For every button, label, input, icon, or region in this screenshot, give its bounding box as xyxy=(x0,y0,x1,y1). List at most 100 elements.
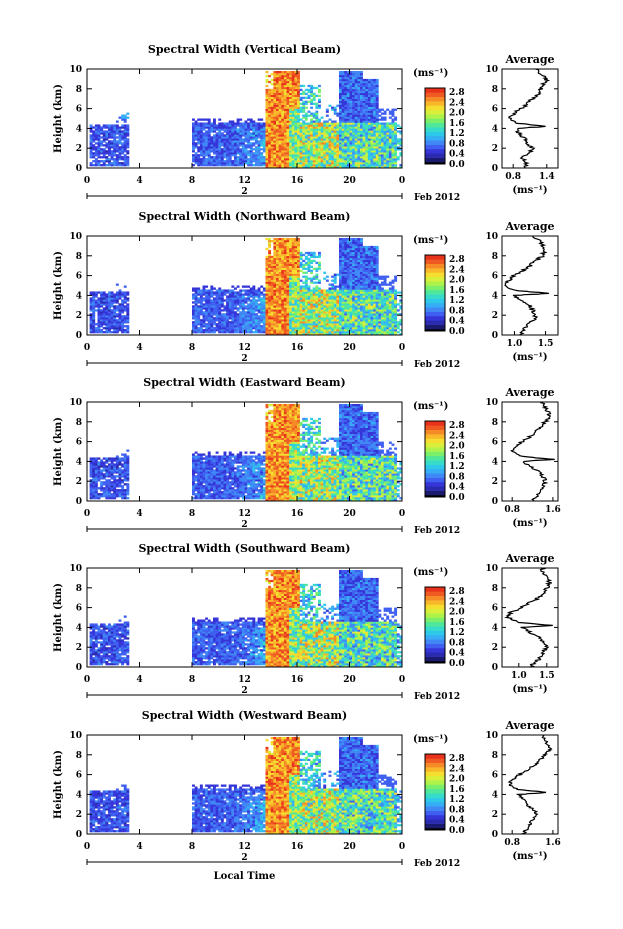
heatmap-cell xyxy=(357,80,361,84)
heatmap-cell xyxy=(89,164,93,167)
heatmap-cell xyxy=(336,154,340,157)
heatmap-cell xyxy=(236,321,240,324)
heatmap-cell xyxy=(276,74,279,78)
heatmap-cell xyxy=(270,283,274,286)
heatmap-cell xyxy=(388,150,392,153)
heatmap-cell xyxy=(310,118,314,121)
heatmap-cell xyxy=(302,317,306,320)
heatmap-cell xyxy=(341,321,345,324)
heatmap-cell xyxy=(299,84,303,88)
heatmap-cell xyxy=(281,94,285,98)
heatmap-cell xyxy=(108,150,111,153)
heatmap-cell xyxy=(386,134,390,137)
heatmap-cell xyxy=(278,122,282,125)
heatmap-cell xyxy=(312,134,316,137)
heatmap-cell xyxy=(278,319,282,322)
heatmap-cell xyxy=(304,281,308,284)
heatmap-cell xyxy=(310,166,314,169)
heatmap-cell xyxy=(268,325,272,328)
heatmap-cell xyxy=(302,313,306,316)
heatmap-cell xyxy=(247,307,251,310)
heatmap-cell xyxy=(323,291,327,294)
heatmap-cell xyxy=(265,166,269,169)
heatmap-cell xyxy=(294,142,298,145)
heatmap-cell xyxy=(349,106,353,109)
heatmap-cell xyxy=(207,319,211,322)
heatmap-cell xyxy=(220,297,224,300)
heatmap-cell xyxy=(339,323,342,326)
heatmap-cell xyxy=(100,148,104,151)
heatmap-cell xyxy=(194,331,198,334)
heatmap-cell xyxy=(362,116,366,119)
heatmap-cell xyxy=(318,124,321,127)
heatmap-cell xyxy=(294,138,298,141)
heatmap-cell xyxy=(299,130,303,133)
heatmap-cell xyxy=(247,128,251,131)
heatmap-cell xyxy=(289,271,293,274)
profile-frame xyxy=(501,68,559,169)
heatmap-cell xyxy=(375,146,379,149)
heatmap-cell xyxy=(105,311,109,314)
heatmap-cell xyxy=(268,158,272,161)
heatmap-cell xyxy=(294,249,298,253)
heatmap-cell xyxy=(289,255,293,259)
heatmap-cell xyxy=(231,162,235,165)
heatmap-cell xyxy=(352,76,356,80)
heatmap-cell xyxy=(339,92,342,96)
heatmap-cell xyxy=(213,148,216,151)
heatmap-cell xyxy=(289,299,293,302)
heatmap-cell xyxy=(370,118,374,121)
heatmap-cell xyxy=(228,142,232,145)
heatmap-cell xyxy=(202,305,206,308)
heatmap-cell xyxy=(367,92,371,96)
heatmap-cell xyxy=(218,138,222,141)
heatmap-cell xyxy=(231,321,235,324)
heatmap-cell xyxy=(328,303,332,306)
heatmap-cell xyxy=(202,323,206,326)
heatmap-cell xyxy=(207,293,211,296)
heatmap-cell xyxy=(299,295,303,298)
heatmap-cell xyxy=(328,156,332,159)
heatmap-cell xyxy=(331,158,335,161)
heatmap-cell xyxy=(123,118,127,121)
heatmap-cell xyxy=(226,325,230,328)
heatmap-cell xyxy=(286,243,290,247)
heatmap-cell xyxy=(244,122,248,125)
heatmap-cell xyxy=(265,134,269,137)
heatmap-cell xyxy=(299,138,303,141)
heatmap-cell xyxy=(126,116,130,119)
heatmap-cell xyxy=(270,116,274,119)
heatmap-cell xyxy=(291,277,295,280)
heatmap-cell xyxy=(283,76,287,80)
heatmap-cell xyxy=(286,148,290,151)
heatmap-cell xyxy=(241,134,245,137)
heatmap-cell xyxy=(94,130,98,133)
heatmap-cell xyxy=(244,152,248,155)
heatmap-cell xyxy=(207,126,211,129)
heatmap-cell xyxy=(270,154,274,157)
heatmap-cell xyxy=(234,146,237,149)
heatmap-cell xyxy=(220,303,224,306)
heatmap-cell xyxy=(304,293,308,296)
heatmap-cell xyxy=(215,124,219,127)
heatmap-cell xyxy=(346,106,350,109)
heatmap-cell xyxy=(281,126,285,129)
heatmap-cell xyxy=(202,317,206,320)
heatmap-cell xyxy=(210,144,214,147)
heatmap-cell xyxy=(207,124,211,127)
heatmap-cell xyxy=(367,134,371,137)
heatmap-cell xyxy=(239,162,243,165)
heatmap-cell xyxy=(121,307,125,310)
heatmap-cell xyxy=(121,124,125,127)
heatmap-cell xyxy=(286,160,290,163)
heatmap-cell xyxy=(339,333,342,336)
heatmap-cell xyxy=(344,92,348,96)
heatmap-cell xyxy=(262,156,266,159)
heatmap-cell xyxy=(249,325,253,328)
heatmap-cell xyxy=(286,289,290,292)
heatmap-cell xyxy=(289,116,293,119)
heatmap-cell xyxy=(265,299,269,302)
heatmap-cell xyxy=(333,317,337,320)
heatmap-cell xyxy=(325,140,329,143)
heatmap-cell xyxy=(281,102,285,105)
